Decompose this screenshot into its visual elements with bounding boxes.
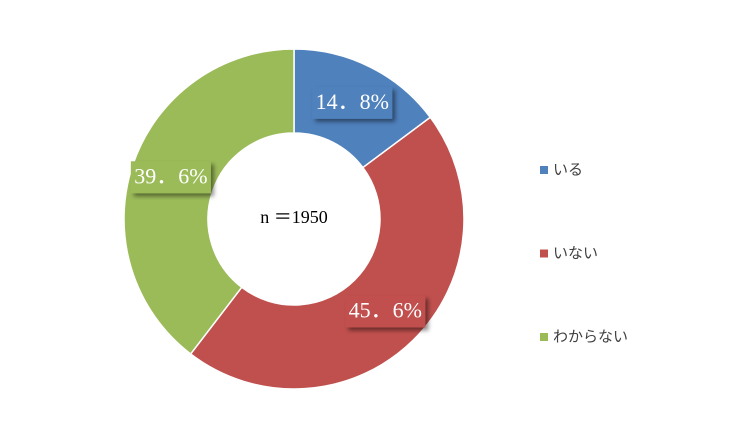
legend-label: わからない <box>553 328 628 346</box>
legend-swatch <box>540 249 548 258</box>
donut-slice <box>123 48 295 356</box>
legend-label: いない <box>553 244 598 262</box>
data-label: 14．8% <box>316 89 389 114</box>
legend-swatch <box>540 333 548 341</box>
data-label-box <box>312 86 393 119</box>
data-label: 45．6% <box>349 298 422 323</box>
data-label: 39．6% <box>134 163 207 188</box>
legend-swatch <box>540 166 548 174</box>
data-label-box <box>345 295 426 328</box>
data-label-box <box>130 161 211 194</box>
center-annotation: n ＝1950 <box>260 207 328 227</box>
legend-label: いる <box>553 161 583 179</box>
